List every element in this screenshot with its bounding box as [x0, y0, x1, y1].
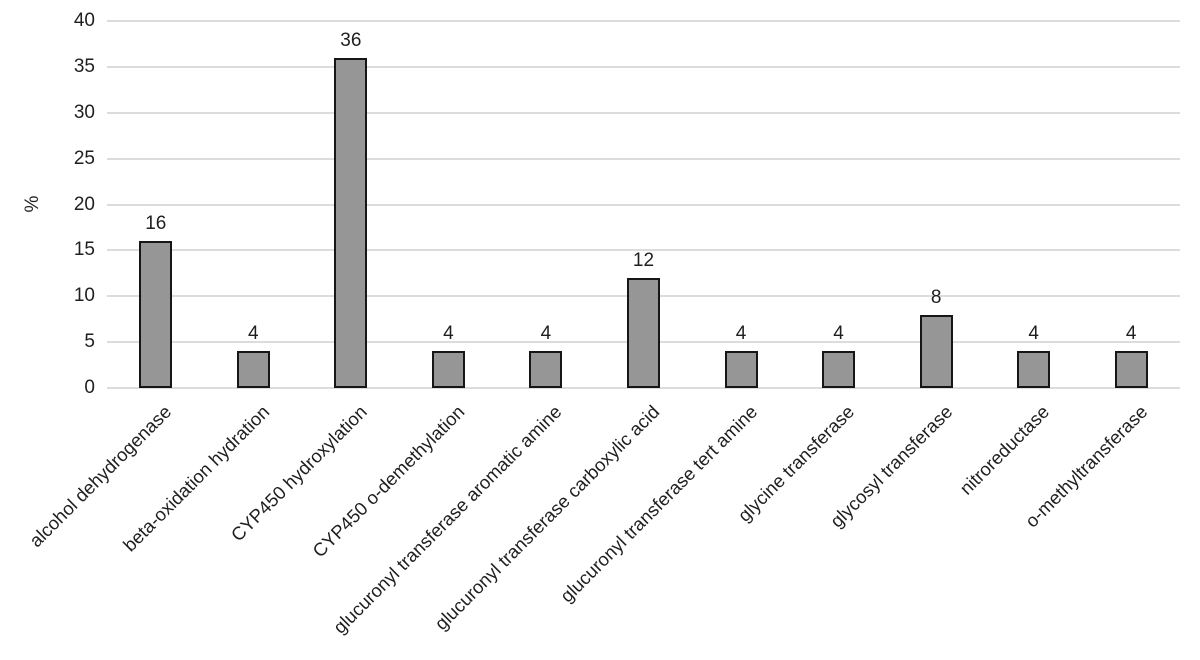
- value-label: 16: [145, 213, 167, 235]
- y-tick-label: 20: [73, 193, 95, 215]
- y-tick-label: 25: [73, 147, 95, 169]
- y-tick-label: 40: [73, 10, 95, 31]
- y-tick-label: 5: [84, 331, 95, 353]
- gridline: [107, 111, 1180, 114]
- gridline: [107, 157, 1180, 160]
- bar: [919, 314, 953, 388]
- bar: [139, 241, 173, 388]
- y-tick-label: 35: [73, 55, 95, 77]
- category-label: nitroreductase: [955, 401, 1054, 499]
- bar: [627, 277, 660, 388]
- gridline: [107, 65, 1180, 68]
- value-label: 4: [833, 323, 844, 345]
- value-label: 36: [340, 29, 362, 51]
- value-label: 4: [443, 323, 454, 345]
- bar: [334, 57, 368, 388]
- gridline: [107, 249, 1180, 252]
- value-label: 4: [248, 323, 259, 345]
- bar: [431, 351, 465, 388]
- value-label: 4: [1028, 323, 1039, 345]
- y-tick-label: 10: [73, 285, 95, 307]
- bar: [236, 351, 270, 388]
- value-label: 4: [1125, 323, 1137, 345]
- bar: [1017, 351, 1051, 388]
- gridline: [107, 20, 1180, 22]
- value-label: 8: [930, 286, 942, 308]
- category-label: glucuronyl transferase tert amine: [555, 401, 761, 607]
- y-tick-label: 0: [84, 377, 95, 398]
- bar: [1114, 351, 1148, 388]
- bar: [822, 351, 856, 388]
- value-label: 4: [735, 323, 747, 345]
- bar: [724, 351, 758, 388]
- gridline: [107, 203, 1180, 206]
- y-tick-label: 15: [73, 239, 95, 261]
- y-tick-label: 30: [73, 101, 95, 123]
- bar: [529, 351, 563, 388]
- gridline: [107, 387, 1180, 389]
- value-label: 12: [632, 249, 655, 271]
- value-label: 4: [540, 323, 552, 345]
